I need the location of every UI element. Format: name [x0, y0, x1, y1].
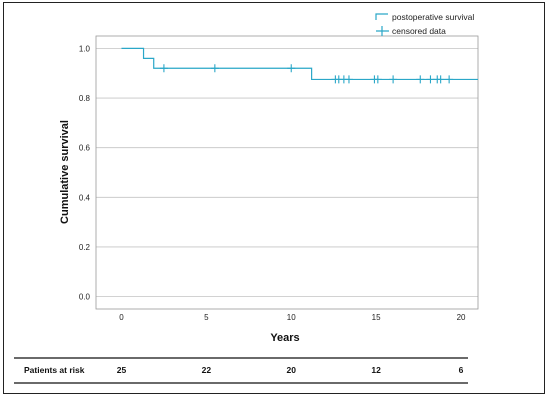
censored-markers — [159, 64, 454, 84]
risk-table-value: 6 — [459, 365, 464, 375]
censor-marker — [389, 75, 398, 84]
legend-label-censored: censored data — [392, 26, 446, 36]
plot-area-border — [95, 35, 479, 310]
censor-marker — [445, 75, 454, 84]
x-tick-labels: 0 5 10 15 20 — [119, 313, 466, 322]
y-tick-label: 0.2 — [79, 243, 91, 252]
censor-marker — [287, 64, 296, 73]
censor-marker — [416, 75, 425, 84]
legend-label-survival: postoperative survival — [392, 12, 474, 22]
risk-table-label: Patients at risk — [24, 365, 85, 375]
y-tick-label: 0.0 — [79, 293, 91, 302]
y-axis-title: Cumulative survival — [59, 120, 71, 224]
censor-marker — [159, 64, 168, 73]
figure-frame — [3, 2, 545, 394]
legend: postoperative survival censored data — [375, 12, 474, 36]
risk-table-value: 20 — [287, 365, 297, 375]
x-tick-label: 0 — [119, 313, 124, 322]
y-tick-label: 0.6 — [79, 144, 91, 153]
legend-item-censored: censored data — [376, 26, 446, 36]
censor-marker — [210, 64, 219, 73]
x-tick-label: 5 — [204, 313, 209, 322]
risk-table-value: 25 — [117, 365, 127, 375]
y-tick-labels: 0.0 0.2 0.4 0.6 0.8 1.0 — [79, 44, 91, 301]
y-tick-label: 0.8 — [79, 94, 91, 103]
series — [121, 47, 478, 81]
censor-marker — [426, 75, 435, 84]
risk-table-value: 22 — [202, 365, 212, 375]
x-tick-label: 15 — [372, 313, 381, 322]
censor-marker — [344, 75, 353, 84]
y-tick-label: 0.4 — [79, 193, 91, 202]
x-tick-label: 20 — [457, 313, 466, 322]
legend-item-survival: postoperative survival — [375, 12, 474, 22]
x-tick-label: 10 — [287, 313, 296, 322]
legend-step-icon — [375, 13, 388, 20]
risk-table-values: 25 22 20 12 6 — [117, 365, 464, 375]
risk-table: Patients at risk 25 22 20 12 6 — [14, 357, 468, 384]
censor-marker — [373, 75, 382, 84]
survival-curve — [121, 47, 478, 81]
x-axis-title: Years — [270, 332, 299, 344]
risk-table-value: 12 — [371, 365, 381, 375]
grid — [96, 48, 478, 297]
legend-plus-icon — [376, 26, 389, 36]
censor-marker — [436, 75, 445, 84]
y-tick-label: 1.0 — [79, 44, 91, 53]
